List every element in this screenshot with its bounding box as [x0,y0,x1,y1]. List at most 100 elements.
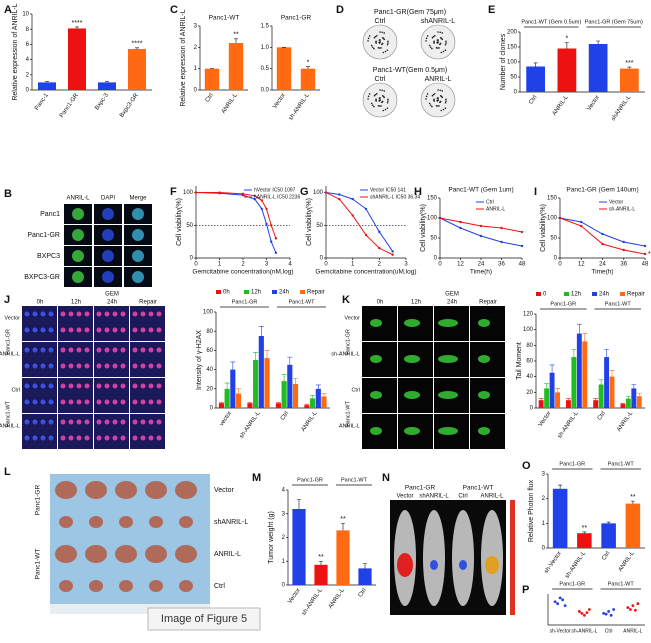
colony [368,35,371,37]
colony [375,100,377,102]
y-axis-label: Tail Moment [516,342,523,380]
error-bar [538,398,544,401]
nucleus [156,347,162,353]
bar [571,357,577,408]
colony [381,31,384,34]
colony [444,101,447,104]
nucleus [48,435,54,441]
nucleus [68,347,74,353]
nucleus [112,435,118,441]
legend-label: Vector IC50 141 [370,187,406,193]
tumor [59,516,73,528]
nucleus [156,327,162,333]
legend-label: Ctrl [486,199,494,205]
point [585,611,589,614]
colony [387,40,389,43]
y-tick-label: 0 [210,406,214,412]
error-bar [627,66,632,69]
mouse [423,510,445,606]
nucleus [68,311,74,317]
comet [404,355,420,363]
colony [375,92,378,95]
colony [371,46,374,48]
nucleus [48,311,54,317]
row-label: BXPC3-GR [24,274,60,281]
bar [598,384,604,408]
error-bar [304,403,310,406]
nucleus [104,419,110,425]
error-bar [549,364,555,373]
colony [370,102,373,105]
nucleus [148,311,154,317]
error-bar [275,401,281,404]
bar [549,372,555,408]
mouse [452,510,474,606]
group-label: Panc1-GR [550,301,576,307]
point [612,608,616,611]
group-label: Panc1-WT [608,581,635,587]
nucleus [132,383,138,389]
bar [204,68,220,90]
colony [373,47,375,50]
line [325,192,393,256]
error-bar [292,377,299,384]
column-label: ANRIL-L [480,494,504,500]
error-bar [564,42,569,49]
comet [404,319,420,327]
colony [381,94,384,97]
panel-letter: F [170,186,177,198]
colony [445,40,447,43]
nucleus [84,399,90,405]
panel-letter: D [336,4,344,16]
bar [315,388,321,408]
nucleus [24,435,30,441]
bar [588,44,608,92]
nucleus [68,363,74,369]
nucleus [76,399,82,405]
tumor [175,481,197,499]
nucleus [32,311,38,317]
y-tick-label: 0.5 [261,66,270,72]
nucleus [68,435,74,441]
error-bar [264,350,270,359]
tumor [179,580,193,592]
colony [375,42,377,44]
comet [370,427,382,435]
colony [378,105,381,107]
column-label: Ctrl [458,494,467,500]
micrograph [94,342,129,377]
panel-letter: C [170,4,178,16]
signal [459,560,467,570]
colony [444,49,447,51]
legend-label: 24h [279,290,289,296]
colony [438,47,440,49]
nucleus [60,363,66,369]
cell [102,229,114,241]
nucleus [32,347,38,353]
colony [440,109,443,112]
colony [437,99,439,101]
error-bar [75,26,79,29]
row-label: ANRIL-L [0,423,20,429]
chart-title: Panc1-WT (Gem 1um) [448,187,513,194]
nucleus [104,383,110,389]
group-label: Panc1-WT [345,400,351,427]
error-bar [609,370,615,377]
x-tick-label: 3 [404,262,408,268]
x-tick-label: Ctrl [358,588,368,599]
nucleus [140,311,146,317]
error-bar [247,401,253,404]
nucleus [48,363,54,369]
nucleus [156,311,162,317]
nucleus [76,435,82,441]
cell [72,229,84,241]
y-tick-label: 0 [542,546,546,552]
column-label: ANRIL-L [425,76,452,83]
nucleus [104,399,110,405]
y-tick-label: 150 [427,196,438,202]
x-tick-label: sh-ANRIL-L [239,410,262,440]
error-bar [287,356,293,365]
group-label: Panc1-GR [5,329,11,355]
nucleus [112,419,118,425]
nucleus [132,327,138,333]
